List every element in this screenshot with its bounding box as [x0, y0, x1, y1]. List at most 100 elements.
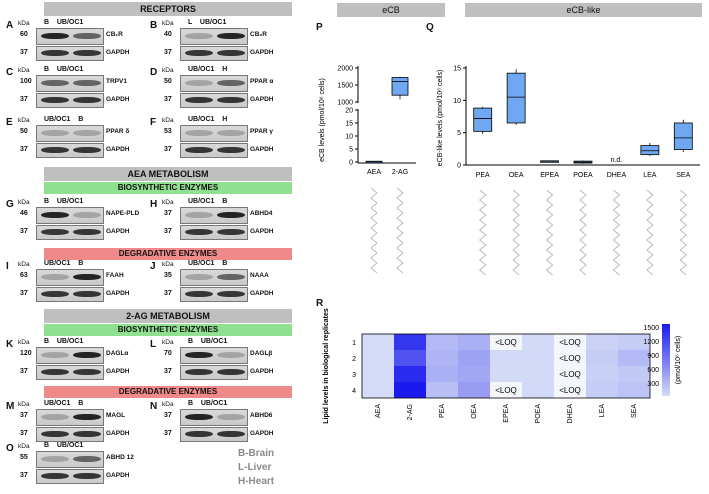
lane-header: L UB/OC1 — [188, 19, 227, 26]
colorbar-tick-label: 900 — [647, 353, 659, 360]
blot-gapdh-strip — [180, 365, 248, 380]
heatmap-cell — [554, 366, 586, 382]
marker-2: 37 — [20, 472, 28, 479]
x-tick-label: AEA — [367, 169, 381, 176]
y-tick-label: 5 — [349, 147, 353, 154]
loq-label: <LOQ — [495, 386, 517, 395]
marker-1: 37 — [164, 210, 172, 217]
y-tick-label: 2000 — [337, 66, 353, 73]
band-target-lane-1 — [185, 274, 213, 280]
blot-gapdh-strip — [36, 287, 104, 302]
blot-target-strip — [36, 451, 104, 468]
band-target-lane-1 — [185, 130, 213, 136]
y-tick-label: 20 — [345, 108, 353, 115]
loq-label: <LOQ — [559, 370, 581, 379]
heatmap-cell — [618, 350, 650, 366]
kda-label: kDa — [162, 401, 174, 408]
row-label: 4 — [352, 388, 356, 395]
band-target-lane-1 — [41, 33, 69, 39]
degradative-enzymes-banner-2: DEGRADATIVE ENZYMES — [44, 386, 292, 398]
target-label: PPAR α — [250, 78, 274, 85]
y-tick-label: 1500 — [337, 83, 353, 90]
band-gapdh-lane-2 — [217, 147, 245, 153]
loq-label: <LOQ — [559, 354, 581, 363]
column-label: DHEA — [567, 404, 574, 424]
blot-gapdh-strip — [180, 93, 248, 108]
blot-target-strip — [180, 347, 248, 364]
band-target-lane-2 — [217, 80, 245, 86]
receptors-banner: RECEPTORS — [44, 2, 292, 16]
biosynthetic-enzymes-banner-2: BIOSYNTHETIC ENZYMES — [44, 324, 292, 336]
row-label: 1 — [352, 340, 356, 347]
blot-target-strip — [36, 207, 104, 224]
box-SEA — [673, 122, 693, 150]
heatmap-cell — [554, 382, 586, 398]
band-gapdh-lane-2 — [217, 369, 245, 375]
band-target-lane-2 — [73, 414, 101, 420]
blot-target-strip — [36, 269, 104, 286]
marker-2: 37 — [20, 430, 28, 437]
blot-target-strip — [180, 75, 248, 92]
blot-gapdh-strip — [180, 46, 248, 61]
band-target-lane-2 — [217, 212, 245, 218]
structure-2-AG — [396, 187, 404, 274]
band-target-lane-2 — [73, 80, 101, 86]
blot-target-strip — [36, 75, 104, 92]
lane-header: UB/OC1 H — [188, 116, 228, 123]
band-gapdh-lane-2 — [73, 291, 101, 297]
colorbar-tick-label: 300 — [647, 381, 659, 388]
gapdh-label: GAPDH — [250, 228, 274, 235]
lane-header: UB/OC1 B — [188, 260, 228, 267]
panel-letter: M — [6, 401, 15, 412]
y-tick-label: 0 — [349, 160, 353, 167]
panel-letter-p: P — [316, 22, 323, 33]
panel-letter: B — [150, 20, 158, 31]
blot-target-strip — [36, 28, 104, 45]
panel-letter: H — [150, 199, 158, 210]
biosynthetic-enzymes-banner-1: BIOSYNTHETIC ENZYMES — [44, 182, 292, 194]
column-label: PEA — [439, 404, 446, 418]
panel-letter: L — [150, 339, 157, 350]
marker-2: 37 — [164, 49, 172, 56]
marker-2: 37 — [164, 96, 172, 103]
blot-gapdh-strip — [36, 143, 104, 158]
panel-letter: E — [6, 117, 13, 128]
heatmap-cell — [426, 350, 458, 366]
heatmap-cell — [394, 350, 426, 366]
kda-label: kDa — [18, 20, 30, 27]
gapdh-label: GAPDH — [106, 228, 130, 235]
marker-1: 35 — [164, 272, 172, 279]
target-label: ABHD6 — [250, 412, 273, 419]
heatmap-cell — [522, 382, 554, 398]
y-axis-label: Lipid levels in biological replicates — [323, 308, 330, 424]
heatmap-cell — [426, 334, 458, 350]
blot-gapdh-strip — [36, 46, 104, 61]
band-gapdh-lane-1 — [41, 97, 69, 103]
degradative-enzymes-banner-1: DEGRADATIVE ENZYMES — [44, 248, 292, 260]
blot-target-strip — [36, 347, 104, 364]
marker-1: 46 — [20, 210, 28, 217]
marker-1: 37 — [164, 412, 172, 419]
band-gapdh-lane-1 — [41, 369, 69, 375]
structure-OEA — [512, 189, 520, 276]
x-tick-label: DHEA — [607, 172, 627, 179]
kda-label: kDa — [18, 443, 30, 450]
heatmap-cell — [490, 334, 522, 350]
band-gapdh-lane-1 — [185, 291, 213, 297]
marker-1: 70 — [164, 350, 172, 357]
target-label: CB₁R — [106, 31, 123, 38]
panel-letter: G — [6, 199, 14, 210]
heatmap-cell — [586, 366, 618, 382]
lane-header: UB/OC1 B — [44, 400, 84, 407]
y-tick-label: 10 — [453, 98, 461, 105]
kda-label: kDa — [18, 339, 30, 346]
panel-letter-r: R — [316, 298, 324, 309]
panel-letter: C — [6, 67, 14, 78]
lane-header: UB/OC1 B — [44, 260, 84, 267]
heatmap-cell — [426, 366, 458, 382]
